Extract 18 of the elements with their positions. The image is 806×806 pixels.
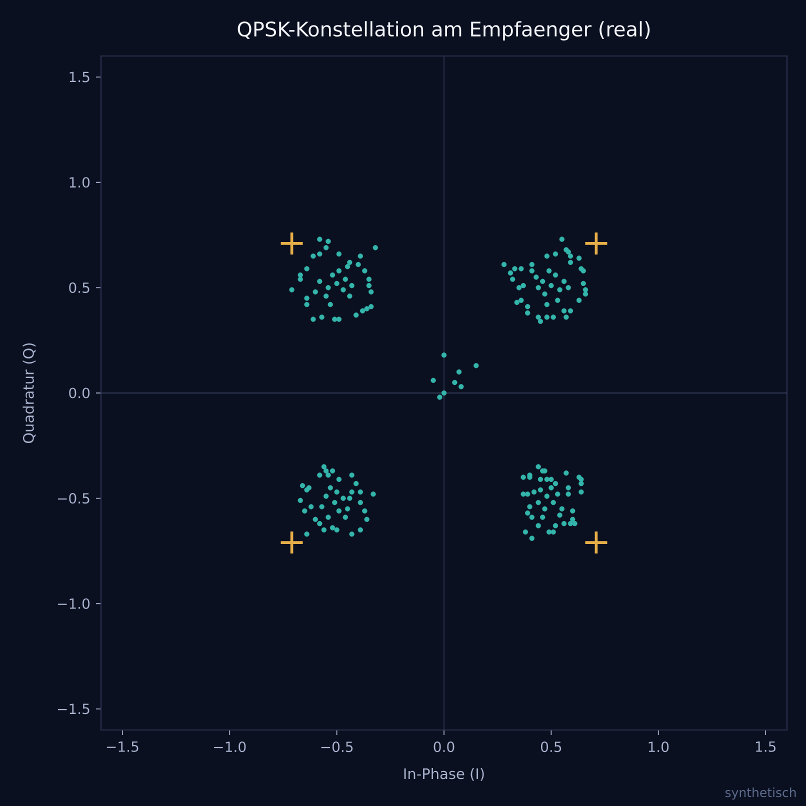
x-tick-label: −1.0 (214, 742, 246, 752)
y-tick-label: −0.5 (58, 493, 90, 504)
y-tick-label: −1.5 (58, 704, 90, 714)
y-tick-label: 1.0 (70, 177, 90, 188)
x-tick-label: 0.0 (434, 742, 454, 752)
y-tick-label: 1.5 (70, 72, 90, 82)
x-tick-label: −0.5 (321, 742, 353, 752)
x-tick-label: 1.5 (756, 742, 776, 752)
y-tick-label: −1.0 (58, 598, 90, 609)
x-tick-label: 0.5 (540, 742, 562, 752)
chart-title: QPSK-Konstellation am Empfaenger (real) (238, 21, 650, 40)
y-tick-label: 0.5 (69, 282, 90, 293)
y-axis-title: Quadratur (Q) (22, 343, 36, 444)
x-tick-label: −1.5 (106, 742, 138, 752)
x-axis-title: In-Phase (I) (404, 768, 484, 781)
y-tick-label: 0.0 (69, 388, 90, 398)
text: synthetisch (725, 788, 796, 800)
x-tick-label: 1.0 (648, 742, 669, 752)
